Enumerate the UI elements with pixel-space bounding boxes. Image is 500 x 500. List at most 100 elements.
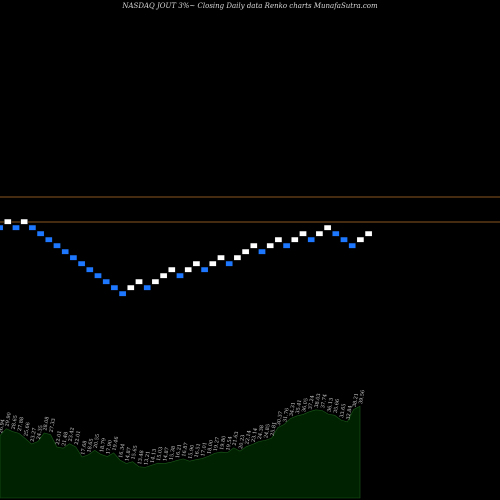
volume-value-label: 19.46 (112, 436, 120, 451)
volume-value-label: 21.63 (232, 431, 240, 446)
volume-value-label: 35.41 (295, 399, 303, 414)
volume-value-label: 15.65 (131, 445, 139, 460)
volume-value-label: 37.24 (308, 395, 316, 410)
volume-value-label: 15.90 (188, 444, 196, 459)
volume-value-label: 21.48 (61, 431, 69, 446)
volume-value-label: 26.94 (0, 419, 6, 434)
volume-value-label: 18.79 (99, 438, 107, 453)
down-brick (340, 236, 348, 243)
down-brick (36, 230, 45, 237)
volume-value-label: 13.21 (143, 451, 151, 466)
volume-area-fill (0, 405, 361, 499)
volume-labels: 26.9429.9028.6527.8825.6623.2724.3528.08… (0, 389, 366, 465)
volume-value-label: 17.01 (200, 442, 208, 457)
down-brick (77, 260, 86, 267)
down-brick (85, 266, 94, 273)
volume-value-label: 38.03 (314, 393, 322, 408)
volume-value-label: 15.03 (156, 446, 164, 461)
volume-value-label: 22.01 (55, 430, 63, 445)
volume-value-label: 23.42 (68, 427, 76, 442)
volume-value-label: 16.21 (175, 444, 183, 459)
up-brick (290, 236, 299, 243)
down-brick (28, 224, 37, 231)
volume-value-label: 23.27 (30, 427, 38, 442)
up-brick (217, 254, 225, 261)
volume-value-label: 38.21 (352, 393, 360, 408)
down-brick (331, 230, 340, 237)
down-brick (258, 248, 266, 255)
volume-value-label: 19.80 (219, 435, 227, 450)
down-brick (176, 272, 184, 279)
volume-value-label: 16.51 (194, 443, 202, 458)
down-brick (348, 242, 357, 249)
down-brick (94, 272, 102, 279)
up-brick (266, 242, 275, 249)
volume-value-label: 23.14 (251, 428, 259, 443)
volume-value-label: 22.01 (74, 430, 82, 445)
down-brick (69, 254, 78, 261)
volume-value-label: 24.85 (263, 424, 271, 439)
volume-value-label: 36.05 (301, 398, 309, 413)
down-brick (118, 290, 127, 297)
down-brick (307, 236, 316, 243)
volume-value-label: 15.38 (169, 446, 177, 461)
volume-value-label: 25.81 (270, 421, 278, 436)
down-brick (143, 284, 152, 291)
up-brick (184, 266, 193, 273)
up-brick (241, 248, 250, 255)
volume-value-label: 14.87 (162, 447, 170, 462)
up-brick (151, 278, 160, 285)
volume-value-label: 18.65 (86, 438, 94, 453)
volume-value-label: 18.00 (206, 439, 214, 454)
volume-value-label: 17.90 (105, 440, 113, 455)
up-brick (208, 260, 217, 267)
volume-value-label: 37.74 (320, 394, 328, 409)
up-brick (20, 218, 29, 225)
down-brick (53, 242, 61, 249)
volume-value-label: 17.68 (80, 440, 88, 455)
volume-value-label: 29.90 (4, 412, 12, 427)
volume-value-label: 16.34 (118, 443, 126, 458)
volume-value-label: 34.31 (289, 402, 297, 417)
volume-value-label: 27.33 (49, 418, 57, 433)
up-brick (356, 236, 365, 243)
volume-area (0, 405, 361, 499)
volume-value-label: 22.14 (244, 430, 252, 445)
up-brick (364, 230, 373, 237)
down-brick (282, 242, 291, 249)
up-brick (233, 254, 242, 261)
volume-value-label: 28.65 (11, 415, 19, 430)
volume-value-label: 20.55 (93, 434, 101, 449)
volume-value-label: 35.66 (333, 399, 341, 414)
reference-lines (0, 196, 500, 223)
volume-value-label: 31.76 (282, 408, 290, 423)
up-brick (135, 278, 143, 285)
up-brick (126, 284, 135, 291)
up-brick (3, 218, 12, 225)
volume-value-label: 25.66 (23, 422, 31, 437)
volume-value-label: 13.48 (137, 450, 145, 465)
renko-bricks (0, 218, 373, 297)
volume-value-label: 19.27 (213, 437, 221, 452)
volume-value-label: 36.13 (326, 397, 334, 412)
down-brick (102, 278, 111, 285)
volume-value-label: 33.65 (339, 403, 347, 418)
down-brick (110, 284, 119, 291)
volume-value-label: 24.38 (257, 425, 265, 440)
up-brick (167, 266, 176, 273)
up-brick (323, 224, 332, 231)
volume-value-label: 32.84 (345, 405, 353, 420)
up-brick (315, 230, 324, 237)
volume-value-label: 39.56 (358, 389, 366, 404)
volume-value-label: 20.23 (238, 434, 246, 449)
up-brick (192, 260, 201, 267)
volume-value-label: 14.13 (150, 448, 158, 463)
down-brick (61, 248, 70, 255)
volume-value-label: 30.37 (276, 411, 284, 426)
volume-value-label: 27.88 (17, 417, 25, 432)
down-brick (44, 236, 53, 243)
up-brick (249, 242, 258, 249)
down-brick (12, 224, 20, 231)
